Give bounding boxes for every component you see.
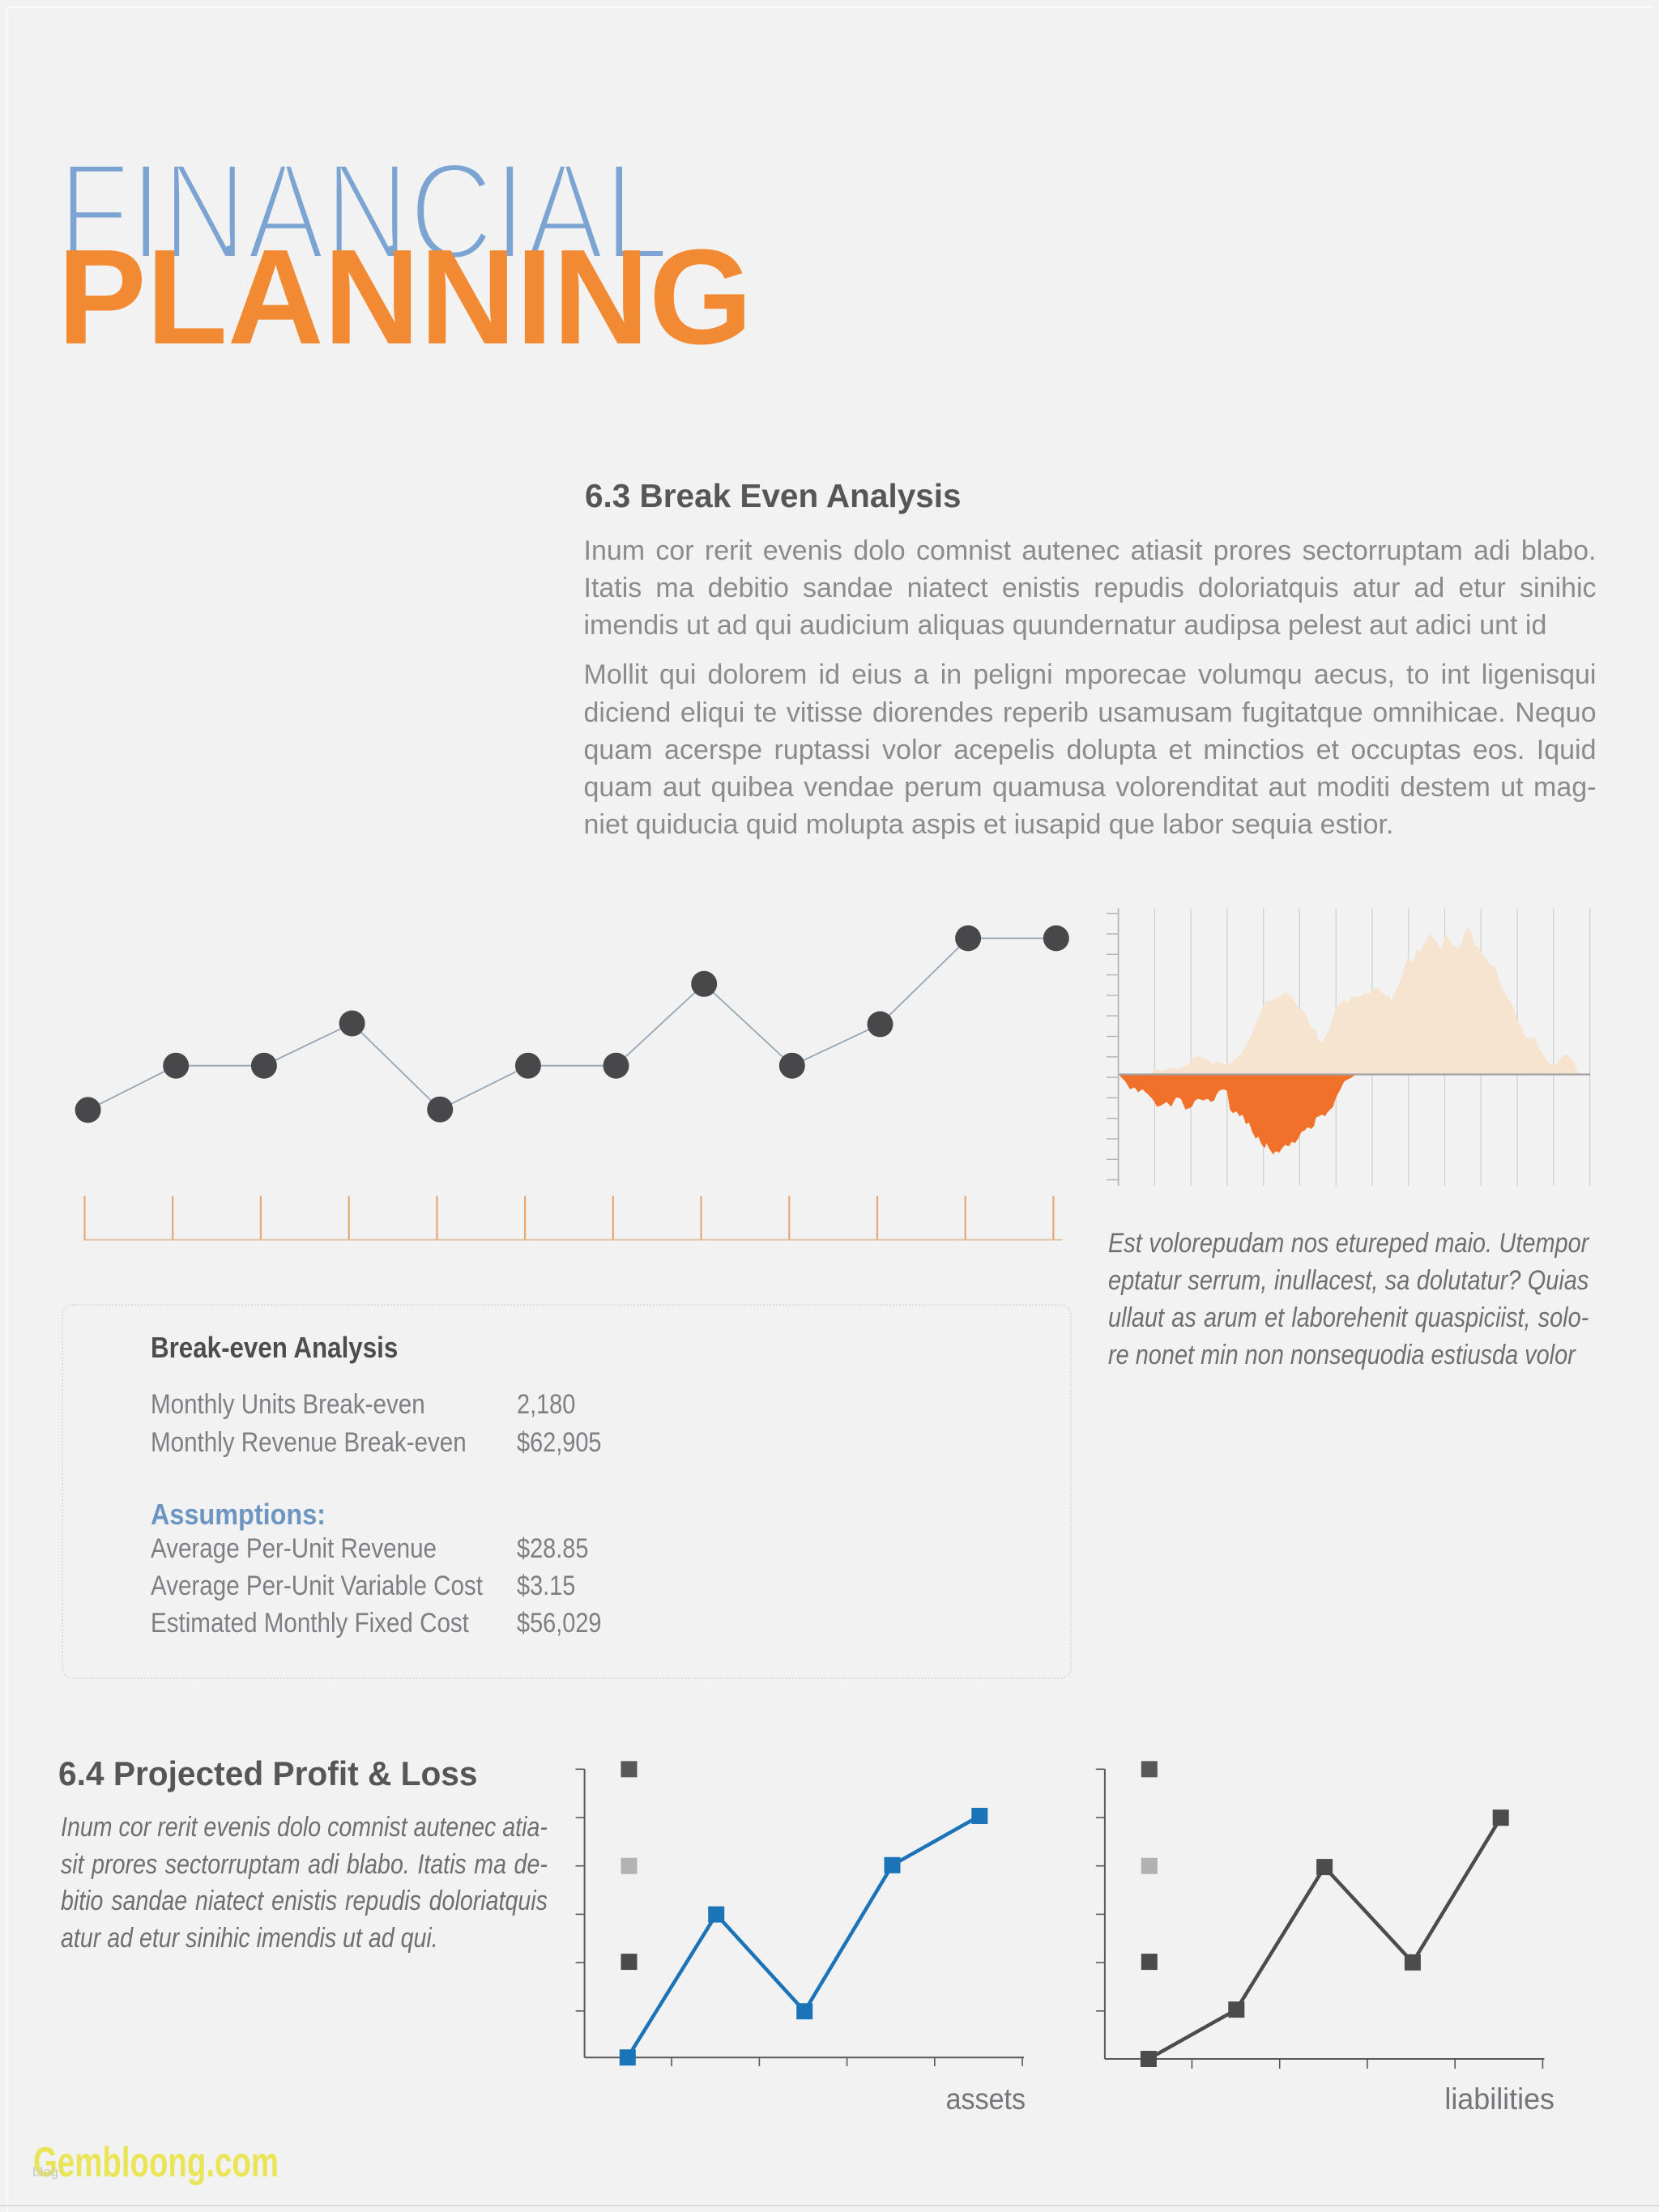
svg-text:FINANCIAL: FINANCIAL bbox=[58, 135, 669, 289]
svg-text:PLANNING: PLANNING bbox=[58, 222, 753, 373]
svg-text:Gembloong.com: Gembloong.com bbox=[33, 2139, 279, 2186]
